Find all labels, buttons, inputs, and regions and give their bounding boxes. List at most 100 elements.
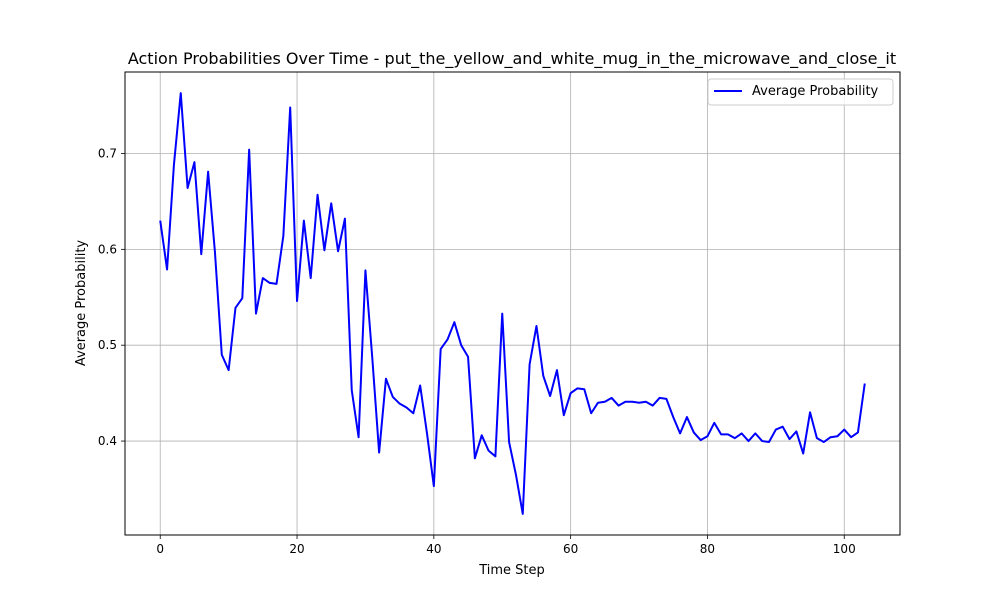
data-point	[720, 433, 722, 435]
data-point	[583, 388, 585, 390]
data-point	[173, 164, 175, 166]
y-tick-label: 0.4	[98, 434, 117, 448]
data-point	[686, 416, 688, 418]
data-point	[727, 433, 729, 435]
data-point	[576, 387, 578, 389]
data-point	[228, 369, 230, 371]
data-point	[706, 435, 708, 437]
data-point	[631, 401, 633, 403]
x-axis-ticks: 0 20 40 60 80 100	[156, 535, 856, 556]
data-point	[323, 249, 325, 251]
data-point	[652, 405, 654, 407]
data-point	[467, 356, 469, 358]
data-point	[734, 437, 736, 439]
data-point	[713, 422, 715, 424]
data-point	[659, 397, 661, 399]
data-point	[234, 307, 236, 309]
y-axis-label: Average Probability	[74, 240, 89, 367]
data-point	[802, 453, 804, 455]
data-point	[836, 435, 838, 437]
data-point	[378, 452, 380, 454]
data-point	[255, 313, 257, 315]
series-layer	[159, 92, 866, 515]
data-point	[282, 235, 284, 237]
x-tick-label: 20	[289, 542, 304, 556]
data-point	[187, 187, 189, 189]
data-point	[337, 250, 339, 252]
data-point	[816, 437, 818, 439]
x-tick-label: 60	[563, 542, 578, 556]
data-point	[419, 384, 421, 386]
data-point	[747, 440, 749, 442]
data-point	[693, 431, 695, 433]
data-point	[542, 375, 544, 377]
x-axis-label: Time Step	[478, 563, 545, 578]
data-point	[385, 378, 387, 380]
data-point	[522, 513, 524, 515]
data-point	[426, 432, 428, 434]
data-point	[604, 401, 606, 403]
chart-title: Action Probabilities Over Time - put_the…	[128, 49, 896, 69]
data-point	[570, 392, 572, 394]
data-point	[850, 436, 852, 438]
data-point	[597, 402, 599, 404]
data-point	[303, 220, 305, 222]
data-point	[481, 434, 483, 436]
data-point	[508, 441, 510, 443]
data-point	[276, 283, 278, 285]
data-point	[440, 348, 442, 350]
series-line	[159, 92, 866, 515]
data-point	[412, 412, 414, 414]
data-point	[460, 344, 462, 346]
data-point	[371, 357, 373, 359]
data-point	[269, 282, 271, 284]
data-point	[289, 106, 291, 108]
data-point	[501, 313, 503, 315]
data-point	[741, 432, 743, 434]
data-point	[317, 194, 319, 196]
data-point	[310, 277, 312, 279]
data-point	[330, 202, 332, 204]
data-point	[754, 432, 756, 434]
data-point	[823, 441, 825, 443]
data-point	[193, 161, 195, 163]
data-point	[405, 407, 407, 409]
data-point	[618, 405, 620, 407]
legend: Average Probability	[707, 78, 894, 106]
data-point	[679, 432, 681, 434]
data-point	[638, 402, 640, 404]
x-tick-label: 100	[833, 542, 856, 556]
plot-frame	[124, 71, 901, 536]
data-point	[775, 429, 777, 431]
data-point	[433, 485, 435, 487]
data-point	[700, 439, 702, 441]
data-point	[159, 220, 161, 222]
legend-label: Average Probability	[752, 84, 879, 99]
y-axis-ticks: 0.4 0.5 0.6 0.7	[98, 146, 125, 448]
data-point	[214, 251, 216, 253]
data-point	[392, 396, 394, 398]
data-point	[665, 398, 667, 400]
data-point	[399, 403, 401, 405]
x-tick-label: 40	[426, 542, 441, 556]
data-point	[494, 455, 496, 457]
data-point	[515, 474, 517, 476]
data-point	[795, 430, 797, 432]
data-point	[488, 450, 490, 452]
data-point	[782, 426, 784, 428]
data-point	[351, 389, 353, 391]
data-point	[857, 431, 859, 433]
data-point	[611, 397, 613, 399]
data-point	[645, 401, 647, 403]
data-point	[563, 414, 565, 416]
data-point	[447, 338, 449, 340]
data-point	[590, 412, 592, 414]
data-point	[809, 411, 811, 413]
data-point	[262, 277, 264, 279]
data-point	[556, 369, 558, 371]
x-tick-label: 0	[156, 542, 164, 556]
data-point	[789, 438, 791, 440]
data-point	[180, 92, 182, 94]
data-point	[166, 268, 168, 270]
data-point	[364, 269, 366, 271]
